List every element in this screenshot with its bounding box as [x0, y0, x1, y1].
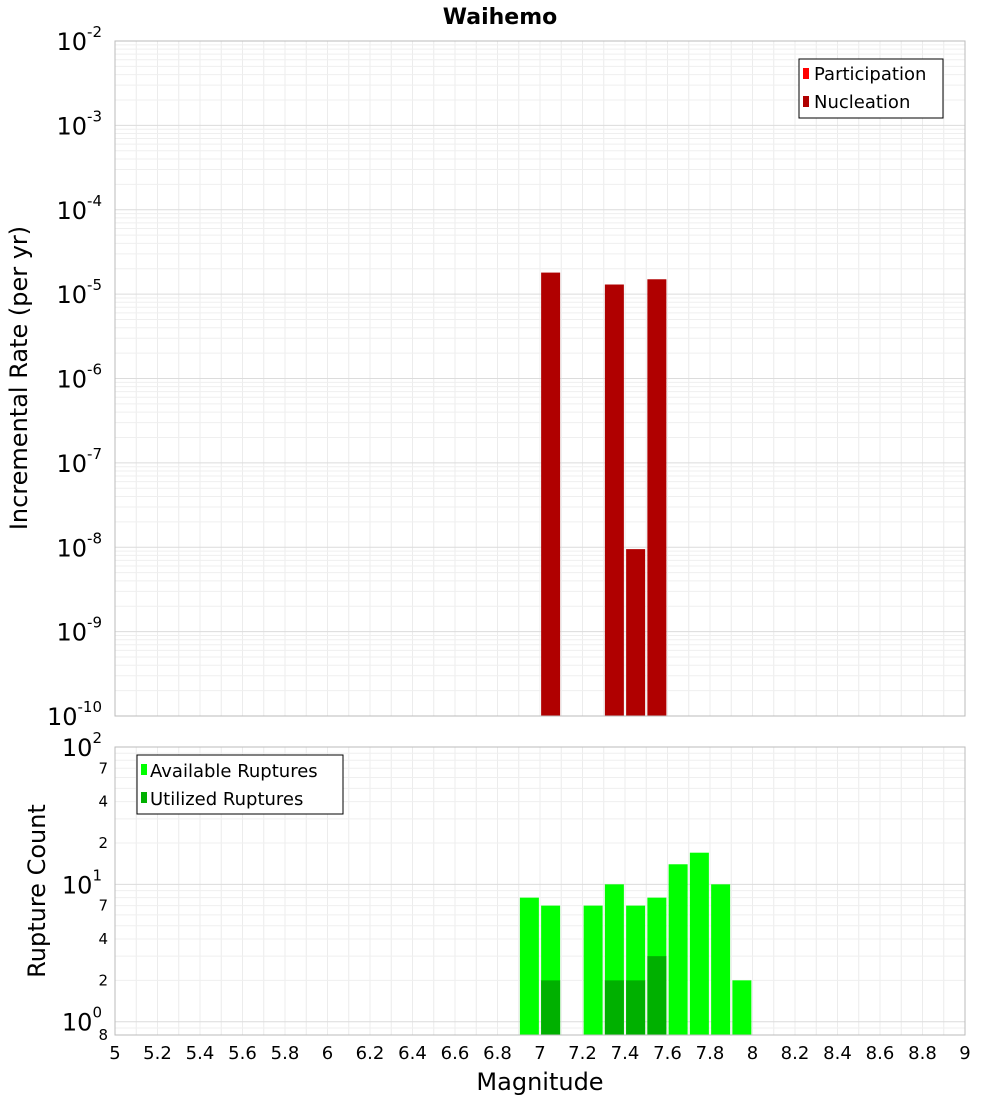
bottom-y-minor-tick-label: 4	[98, 930, 108, 948]
top-grid	[114, 41, 966, 717]
x-tick-label: 6.2	[356, 1043, 385, 1064]
top-y-tick-label: 10-5	[56, 276, 102, 309]
x-tick-label: 5	[109, 1043, 120, 1064]
x-tick-label: 8.4	[823, 1043, 852, 1064]
bottom-bars	[519, 852, 752, 1035]
legend-swatch-participation	[803, 68, 809, 79]
x-tick-label: 5.8	[271, 1043, 300, 1064]
x-tick-label: 6.8	[483, 1043, 512, 1064]
x-tick-label: 7.6	[653, 1043, 682, 1064]
legend-label-available: Available Ruptures	[150, 761, 318, 782]
bottom-y-minor-tick-label: 4	[98, 793, 108, 811]
bottom-y-axis-label: Rupture Count	[23, 804, 51, 978]
available-ruptures-bar	[732, 980, 752, 1035]
nucleation-bar	[647, 279, 667, 716]
utilized-ruptures-bar	[626, 980, 646, 1035]
available-ruptures-bar	[583, 905, 603, 1035]
x-tick-label: 8.2	[781, 1043, 810, 1064]
bottom-plot: 100 101 102 8 2 4 7 2 4 7 5 5.2 5.4 5.6 5.8 6 6.2 6.4 6.6…	[23, 729, 971, 1096]
legend-label-utilized: Utilized Ruptures	[150, 789, 303, 810]
x-tick-label: 8.6	[866, 1043, 895, 1064]
top-y-tick-label: 10-6	[56, 361, 102, 394]
x-tick-label: 7	[534, 1043, 545, 1064]
x-tick-label: 5.4	[186, 1043, 215, 1064]
x-ticks: 5 5.2 5.4 5.6 5.8 6 6.2 6.4 6.6 6.8 7 7.2 7.4 7.6 7.8 8…	[109, 1043, 970, 1064]
top-legend: Participation Nucleation	[798, 58, 944, 119]
x-tick-label: 7.2	[568, 1043, 597, 1064]
x-tick-label: 6.4	[398, 1043, 427, 1064]
bottom-plot-frame	[114, 746, 966, 1036]
top-plot-frame	[114, 40, 966, 717]
top-legend-box	[798, 58, 944, 119]
bottom-y-minor-tick-label: 2	[98, 971, 108, 989]
bottom-y-minor-tick-label: 8	[98, 1026, 108, 1044]
top-y-tick-label: 10-7	[56, 445, 102, 478]
top-y-axis-label: Incremental Rate (per yr)	[5, 226, 33, 530]
legend-label-nucleation: Nucleation	[814, 92, 910, 113]
legend-swatch-available	[141, 764, 147, 775]
x-tick-label: 5.6	[228, 1043, 257, 1064]
x-tick-label: 8.8	[908, 1043, 937, 1064]
chart-title: Waihemo	[443, 5, 558, 30]
top-y-tick-label: 10-4	[56, 192, 102, 225]
x-axis-label: Magnitude	[476, 1068, 603, 1096]
bottom-y-minor-tick-label: 7	[98, 759, 108, 777]
bottom-y-minor-tick-label: 7	[98, 897, 108, 915]
x-tick-label: 8	[747, 1043, 758, 1064]
nucleation-bar	[626, 549, 646, 716]
top-y-tick-label: 10-10	[47, 698, 102, 731]
available-ruptures-bar	[668, 864, 688, 1035]
utilized-ruptures-bar	[541, 980, 561, 1035]
x-tick-label: 6	[322, 1043, 333, 1064]
x-tick-label: 6.6	[441, 1043, 470, 1064]
bottom-legend: Available Ruptures Utilized Ruptures	[136, 754, 344, 815]
nucleation-bar	[541, 272, 561, 716]
legend-swatch-utilized	[141, 792, 147, 803]
top-bars	[541, 272, 667, 716]
bottom-y-tick-label: 100	[62, 1004, 102, 1037]
top-y-tick-label: 10-8	[56, 529, 102, 562]
x-tick-label: 7.8	[696, 1043, 725, 1064]
x-tick-label: 9	[959, 1043, 970, 1064]
top-y-tick-label: 10-3	[56, 107, 102, 140]
bottom-y-minor-tick-label: 2	[98, 834, 108, 852]
top-y-tick-label: 10-2	[56, 23, 102, 56]
x-tick-label: 5.2	[143, 1043, 172, 1064]
nucleation-bar	[604, 284, 624, 716]
bottom-y-ticks: 100 101 102 8 2 4 7 2 4 7	[62, 729, 108, 1044]
top-y-ticks: 10-10 10-9 10-8 10-7 10-6 10-5 10-4 10-3 10-2	[47, 23, 102, 731]
legend-label-participation: Participation	[814, 64, 926, 85]
bottom-y-tick-label: 102	[62, 729, 102, 762]
legend-swatch-nucleation	[803, 96, 809, 107]
top-plot: 10-10 10-9 10-8 10-7 10-6 10-5 10-4 10-3 10-2 In…	[5, 23, 966, 731]
bottom-y-tick-label: 101	[62, 866, 102, 899]
utilized-ruptures-bar	[604, 980, 624, 1035]
available-ruptures-bar	[519, 897, 539, 1035]
utilized-ruptures-bar	[647, 956, 667, 1035]
available-ruptures-bar	[689, 852, 709, 1035]
bottom-legend-box	[136, 754, 344, 815]
top-y-tick-label: 10-9	[56, 614, 102, 647]
available-ruptures-bar	[711, 884, 731, 1035]
x-tick-label: 7.4	[611, 1043, 640, 1064]
